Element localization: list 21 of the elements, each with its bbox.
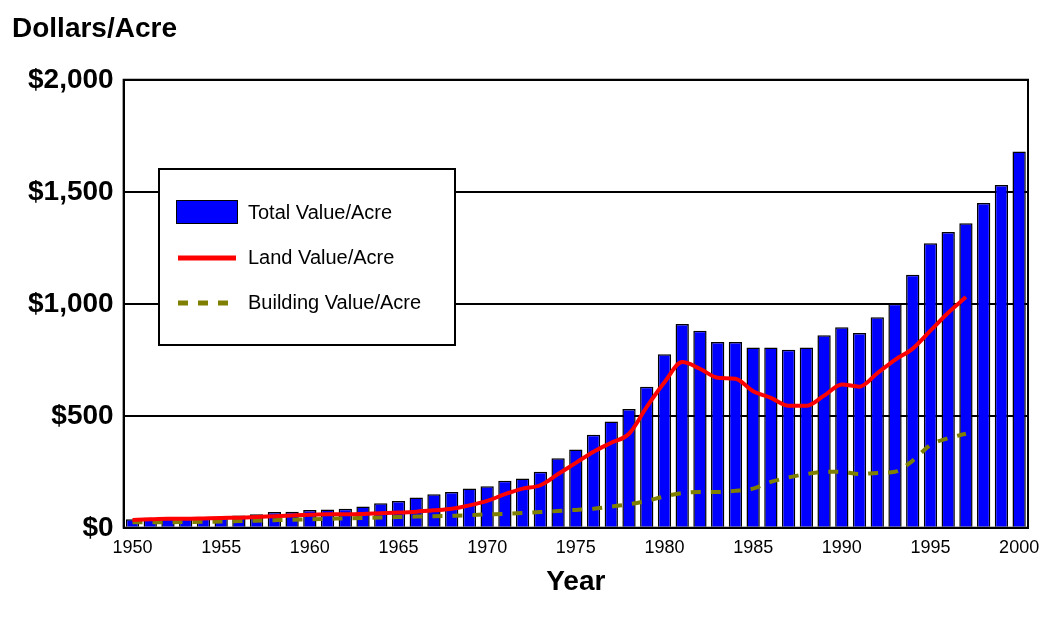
- y-tick-label: $1,500: [28, 174, 114, 206]
- y-tick-label: $500: [51, 398, 114, 430]
- x-tick-label: 1955: [201, 536, 242, 557]
- x-tick-label: 1990: [821, 536, 862, 557]
- x-axis-title: Year: [546, 564, 606, 596]
- y-tick-label: $1,000: [28, 286, 114, 318]
- x-tick-label: 2000: [999, 536, 1040, 557]
- y-axis-title: Dollars/Acre: [12, 12, 177, 44]
- legend-label: Building Value/Acre: [248, 291, 422, 314]
- x-tick-label: 1960: [289, 536, 330, 557]
- x-tick-label: 1970: [467, 536, 508, 557]
- x-tick-label: 1965: [378, 536, 419, 557]
- y-tick-label: $0: [82, 510, 114, 542]
- y-tick-label: $2,000: [28, 62, 114, 94]
- legend-label: Land Value/Acre: [248, 246, 395, 269]
- x-tick-label: 1975: [555, 536, 596, 557]
- x-tick-label: 1995: [910, 536, 951, 557]
- x-tick-label: 1980: [644, 536, 685, 557]
- x-tick-label: 1950: [112, 536, 153, 557]
- x-tick-label: 1985: [733, 536, 774, 557]
- legend-label: Total Value/Acre: [248, 200, 393, 224]
